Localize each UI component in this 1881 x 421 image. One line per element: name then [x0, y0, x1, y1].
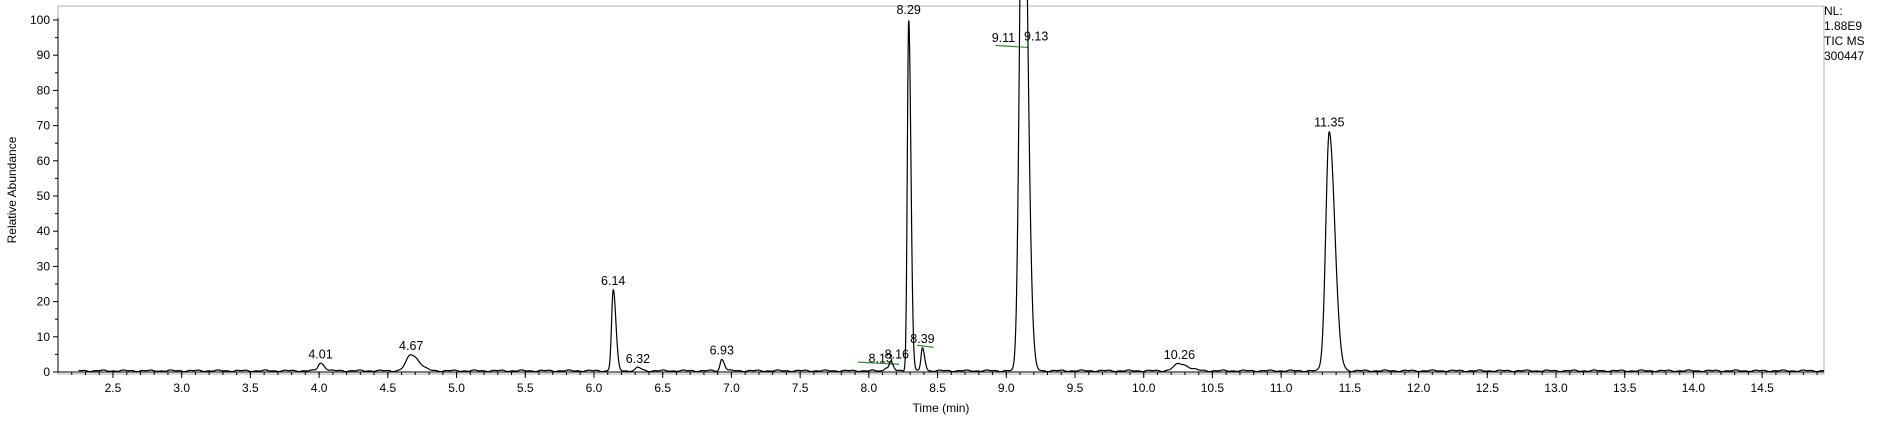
y-tick-label: 50: [37, 189, 51, 203]
x-tick-label: 4.0: [311, 381, 328, 395]
peak-label: 11.35: [1314, 116, 1344, 130]
y-tick-label: 100: [30, 13, 50, 27]
peak-label: 6.14: [601, 274, 625, 288]
y-axis-label: Relative Abundance: [5, 136, 19, 243]
trace-type: TIC MS: [1824, 34, 1865, 48]
x-tick-label: 10.5: [1201, 381, 1225, 395]
x-tick-label: 3.0: [173, 381, 190, 395]
peak-labels: 4.01 4.67 6.14 6.32 6.93 8.138.16 8.29 8.39 9.11…: [308, 3, 1344, 366]
peak-label: 8.39: [910, 332, 934, 346]
y-axis: 0 10 20 30 40 50 60 70 80 90 100: [30, 13, 59, 379]
integration-baseline: [995, 44, 1029, 49]
x-tick-label: 14.5: [1750, 381, 1774, 395]
integration-baseline: [916, 344, 934, 348]
x-tick-label: 5.0: [448, 381, 465, 395]
x-tick-label: 6.0: [586, 381, 603, 395]
integration-baselines: [857, 44, 1029, 365]
x-tick-label: 8.0: [861, 381, 878, 395]
peak-label: 8.16: [885, 347, 909, 361]
tic-trace: [78, 0, 1825, 373]
x-tick-label: 13.5: [1613, 381, 1637, 395]
x-tick-label: 3.5: [242, 381, 259, 395]
y-tick-label: 30: [37, 259, 51, 273]
x-tick-label: 9.5: [1067, 381, 1084, 395]
x-tick-label: 12.5: [1476, 381, 1500, 395]
y-tick-label: 90: [37, 48, 51, 62]
peak-label: 4.67: [399, 339, 423, 353]
x-tick-label: 7.0: [723, 381, 740, 395]
y-tick-label: 10: [37, 330, 51, 344]
x-tick-label: 2.5: [105, 381, 122, 395]
x-tick-label: 6.5: [654, 381, 671, 395]
x-tick-label: 10.0: [1132, 381, 1156, 395]
x-tick-label: 5.5: [517, 381, 534, 395]
x-tick-label: 12.0: [1407, 381, 1431, 395]
normalization-info: NL: 1.88E9 TIC MS 300447: [1824, 4, 1865, 64]
peak-label: 10.26: [1164, 348, 1195, 362]
peak-label: 6.32: [626, 352, 650, 366]
peak-label: 9.13: [1024, 29, 1048, 43]
peak-label: 8.13: [869, 351, 893, 365]
x-tick-label: 8.5: [929, 381, 946, 395]
peak-label: 8.29: [897, 3, 921, 17]
y-tick-label: 40: [37, 224, 51, 238]
y-tick-label: 0: [43, 365, 50, 379]
nl-label: NL:: [1824, 4, 1843, 18]
x-tick-label: 7.5: [792, 381, 809, 395]
y-tick-label: 60: [37, 154, 51, 168]
x-axis: 2.5 3.0 3.5 4.0 4.5 5.0 5.5 6.0 6.5 7.0 7.5 8.0 8.5 9…: [58, 371, 1824, 395]
peak-label: 4.01: [308, 347, 332, 361]
x-tick-label: 9.0: [998, 381, 1015, 395]
x-tick-label: 11.0: [1270, 381, 1293, 395]
peak-label: 6.93: [710, 343, 734, 357]
sample-id: 300447: [1824, 49, 1865, 63]
y-tick-label: 80: [37, 83, 51, 97]
x-tick-label: 13.0: [1544, 381, 1568, 395]
plot-frame: [57, 5, 1825, 375]
x-tick-label: 4.5: [379, 381, 396, 395]
x-tick-label: 11.5: [1339, 381, 1362, 395]
x-tick-label: 14.0: [1682, 381, 1706, 395]
x-axis-label: Time (min): [913, 401, 970, 415]
peak-label: 9.11: [992, 31, 1015, 45]
nl-value: 1.88E9: [1824, 19, 1863, 33]
y-tick-label: 20: [37, 295, 51, 309]
y-tick-label: 70: [37, 119, 51, 133]
